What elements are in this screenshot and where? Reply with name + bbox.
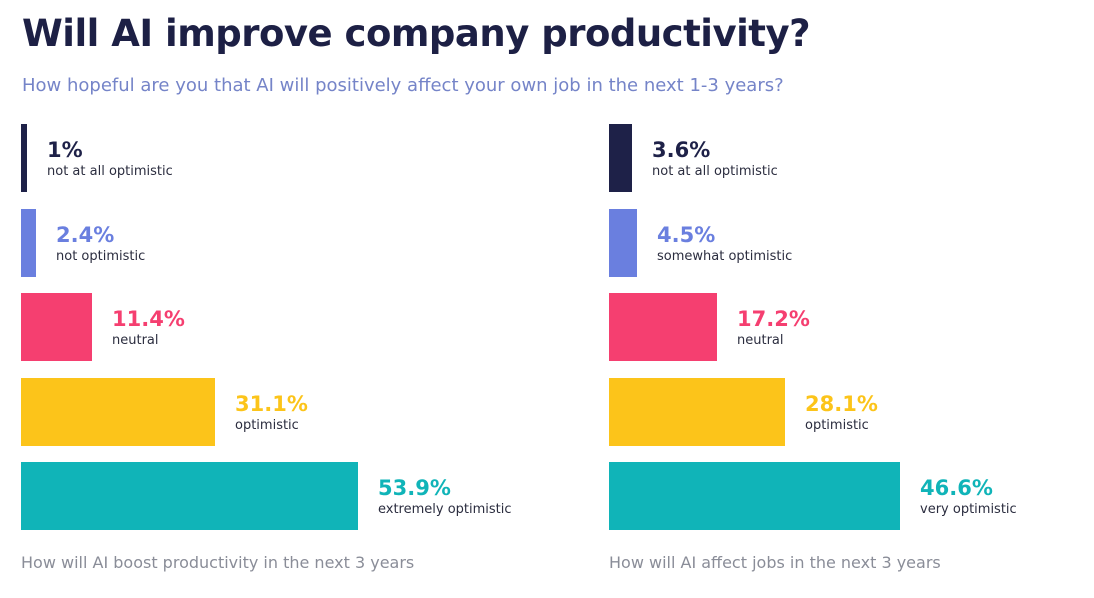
productivity-category-label-optimistic: optimistic <box>235 418 299 433</box>
jobs-value-label-not-at-all-optimistic: 3.6% <box>652 138 711 162</box>
jobs-bar-optimistic <box>609 378 785 446</box>
productivity-chart-caption: How will AI boost productivity in the ne… <box>21 553 415 572</box>
productivity-bar-optimistic <box>21 378 215 446</box>
productivity-category-label-extremely-optimistic: extremely optimistic <box>378 502 512 517</box>
productivity-value-label-extremely-optimistic: 53.9% <box>378 476 451 500</box>
jobs-value-label-optimistic: 28.1% <box>805 392 878 416</box>
jobs-category-label-neutral: neutral <box>737 333 784 348</box>
jobs-category-label-somewhat-optimistic: somewhat optimistic <box>657 249 793 264</box>
jobs-value-label-very-optimistic: 46.6% <box>920 476 993 500</box>
productivity-bar-neutral <box>21 293 92 361</box>
productivity-bar-extremely-optimistic <box>21 462 358 530</box>
jobs-category-label-optimistic: optimistic <box>805 418 869 433</box>
chart-title: Will AI improve company productivity? <box>22 12 811 55</box>
jobs-bar-very-optimistic <box>609 462 900 530</box>
productivity-bar-not-optimistic <box>21 209 36 277</box>
jobs-category-label-very-optimistic: very optimistic <box>920 502 1017 517</box>
productivity-category-label-not-at-all-optimistic: not at all optimistic <box>47 164 173 179</box>
jobs-category-label-not-at-all-optimistic: not at all optimistic <box>652 164 778 179</box>
productivity-value-label-not-optimistic: 2.4% <box>56 223 115 247</box>
jobs-bar-neutral <box>609 293 717 361</box>
productivity-value-label-not-at-all-optimistic: 1% <box>47 138 83 162</box>
chart-subtitle: How hopeful are you that AI will positiv… <box>22 75 784 96</box>
jobs-chart-caption: How will AI affect jobs in the next 3 ye… <box>609 553 941 572</box>
productivity-category-label-neutral: neutral <box>112 333 159 348</box>
jobs-value-label-neutral: 17.2% <box>737 307 810 331</box>
productivity-bar-not-at-all-optimistic <box>21 124 27 192</box>
jobs-bar-somewhat-optimistic <box>609 209 637 277</box>
productivity-category-label-not-optimistic: not optimistic <box>56 249 146 264</box>
jobs-value-label-somewhat-optimistic: 4.5% <box>657 223 716 247</box>
jobs-bar-not-at-all-optimistic <box>609 124 632 192</box>
productivity-value-label-neutral: 11.4% <box>112 307 185 331</box>
productivity-value-label-optimistic: 31.1% <box>235 392 308 416</box>
